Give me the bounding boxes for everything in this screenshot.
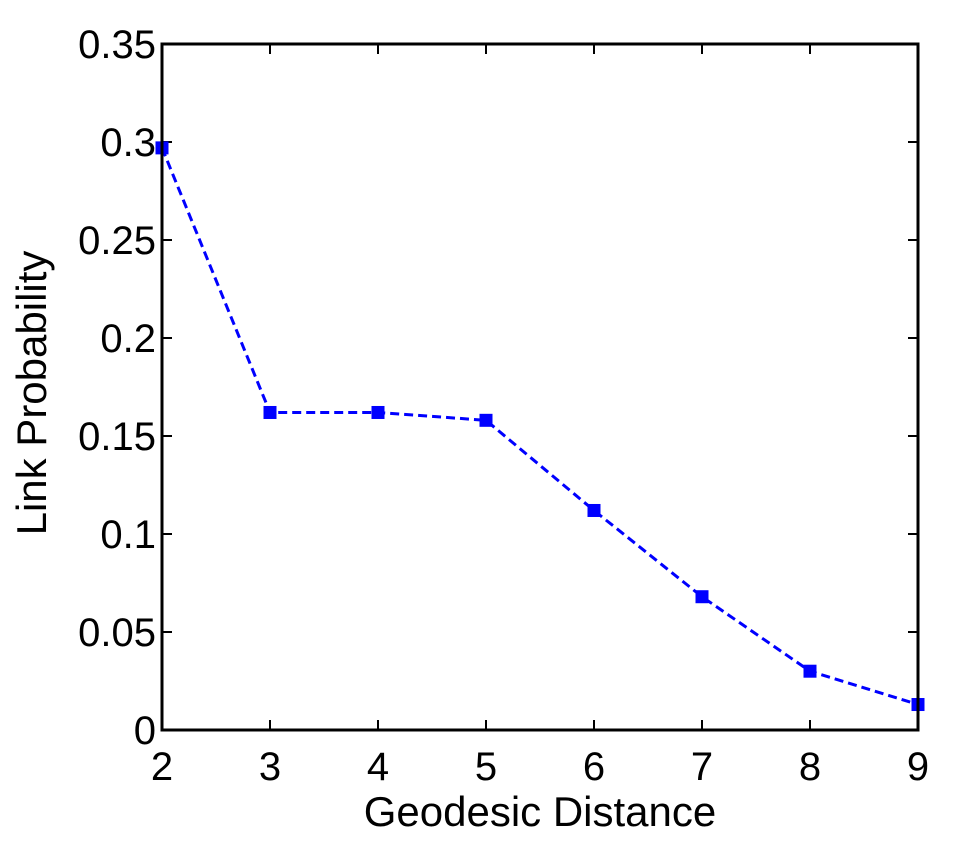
data-point-marker	[587, 503, 601, 517]
x-axis-ticks: 2 3 4 5 6 7 8 9	[151, 44, 929, 789]
y-tick-label: 0.25	[78, 219, 156, 263]
y-tick-label: 0.15	[78, 415, 156, 459]
series-layer	[155, 141, 925, 712]
x-tick-label: 5	[475, 745, 497, 789]
data-point-marker	[371, 405, 385, 419]
series-line	[160, 147, 919, 706]
x-tick-label: 2	[151, 745, 173, 789]
x-tick-label: 9	[907, 745, 929, 789]
y-tick-label: 0	[134, 709, 156, 753]
y-tick-label: 0.2	[100, 317, 156, 361]
y-tick-label: 0.1	[100, 513, 156, 557]
x-axis-label: Geodesic Distance	[364, 788, 717, 835]
x-tick-label: 8	[799, 745, 821, 789]
x-tick-label: 7	[691, 745, 713, 789]
y-tick-label: 0.3	[100, 121, 156, 165]
data-point-marker	[695, 590, 709, 604]
data-point-marker	[803, 664, 817, 678]
x-tick-label: 4	[367, 745, 389, 789]
y-tick-label: 0.05	[78, 611, 156, 655]
x-tick-label: 6	[583, 745, 605, 789]
y-axis-ticks: 0 0.05 0.1 0.15 0.2 0.25 0.3 0.35	[78, 23, 918, 753]
y-tick-label: 0.35	[78, 23, 156, 67]
y-axis-label: Link Probability	[8, 251, 55, 536]
data-point-marker	[479, 413, 493, 427]
data-point-marker	[263, 405, 277, 419]
x-tick-label: 3	[259, 745, 281, 789]
plot-frame	[160, 42, 920, 732]
